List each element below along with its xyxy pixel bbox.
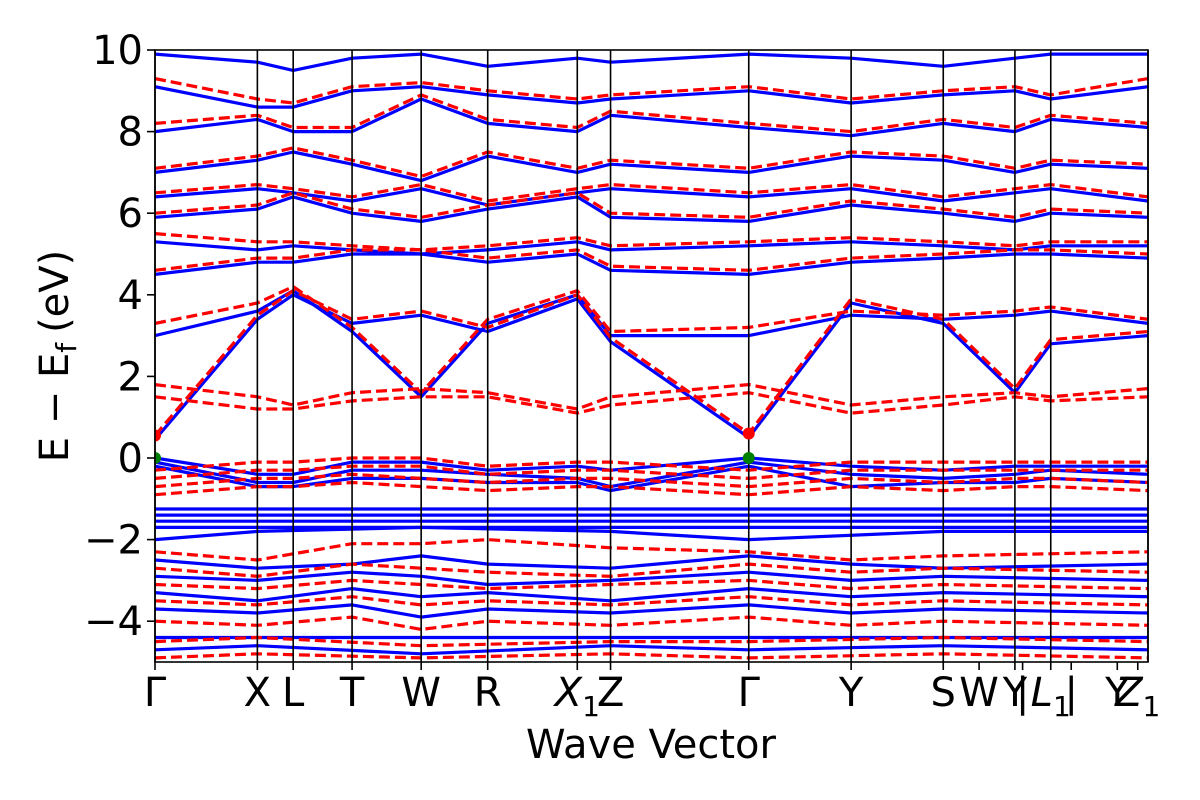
band-line-30 xyxy=(155,191,1148,219)
band-line-7 xyxy=(155,97,1148,138)
x-tick-label-12: Y xyxy=(1002,670,1028,716)
band-line-42 xyxy=(155,595,1148,607)
band-edge-marker-0 xyxy=(155,429,161,442)
x-tick-label-main-4: W xyxy=(401,670,441,716)
x-tick-label-main-3: T xyxy=(339,670,365,716)
band-line-35 xyxy=(155,456,1148,472)
band-line-33 xyxy=(155,93,1148,134)
x-tick-label-sub-14: 1 xyxy=(1053,690,1071,723)
band-line-21 xyxy=(155,603,1148,619)
x-tick-label-main-5: R xyxy=(474,670,502,716)
band-line-28 xyxy=(155,248,1148,272)
band-line-8 xyxy=(155,85,1148,109)
y-tick-label-1: −2 xyxy=(84,518,143,564)
y-axis-title: E − Ef (eV) xyxy=(32,250,83,463)
x-tick-label-main-1: X xyxy=(244,670,271,716)
band-gap-markers xyxy=(155,427,755,464)
band-line-1 xyxy=(155,289,1148,399)
band-line-26 xyxy=(155,391,1148,415)
x-tick-label-main-15: | xyxy=(1064,670,1077,716)
band-edge-marker-3 xyxy=(742,452,755,464)
band-line-10 xyxy=(155,456,1148,476)
x-tick-label-9: Y xyxy=(838,670,864,716)
x-tick-label-10: S xyxy=(931,670,956,716)
x-tick-label-main-6: X xyxy=(553,670,584,716)
x-tick-label-main-11: W xyxy=(959,670,999,716)
y-tick-label-6: 8 xyxy=(118,110,143,156)
x-tick-label-17: Z1 xyxy=(1114,670,1160,723)
band-line-6 xyxy=(155,150,1148,183)
band-line-20 xyxy=(155,586,1148,603)
y-tick-label-0: −4 xyxy=(84,599,143,645)
y-tick-label-7: 10 xyxy=(92,28,143,74)
x-axis-title: Wave Vector xyxy=(526,722,777,768)
band-line-31 xyxy=(155,183,1148,203)
x-tick-label-14: L1 xyxy=(1031,670,1071,723)
x-tick-label-sub-17: 1 xyxy=(1143,690,1161,723)
band-line-27 xyxy=(155,285,1148,395)
x-tick-label-16: Y xyxy=(1104,670,1130,716)
x-tick-label-main-9: Y xyxy=(838,670,864,716)
x-tick-label-main-2: L xyxy=(282,670,305,716)
band-line-0 xyxy=(155,293,1148,442)
x-tick-label-5: R xyxy=(474,670,502,716)
band-edge-marker-2 xyxy=(742,427,755,440)
y-axis-ticks: −4 −2 0 2 4 6 8 10 xyxy=(84,28,155,645)
x-tick-label-2: L xyxy=(282,670,305,716)
x-tick-label-3: T xyxy=(339,670,365,716)
band-line-19 xyxy=(155,570,1148,587)
band-line-2 xyxy=(155,252,1148,276)
band-line-39 xyxy=(155,537,1148,562)
x-tick-label-main-0: Γ xyxy=(144,670,167,716)
band-line-36 xyxy=(155,464,1148,480)
y-tick-label-4: 4 xyxy=(118,273,143,319)
band-line-29 xyxy=(155,232,1148,252)
band-line-43 xyxy=(155,615,1148,632)
band-line-32 xyxy=(155,146,1148,179)
band-line-37 xyxy=(155,472,1148,489)
band-line-38 xyxy=(155,480,1148,497)
x-tick-label-13: | xyxy=(1016,670,1029,716)
x-tick-label-8: Γ xyxy=(738,670,761,716)
x-tick-label-main-8: Γ xyxy=(738,670,761,716)
x-tick-label-main-13: | xyxy=(1016,670,1029,716)
band-line-34 xyxy=(155,77,1148,105)
band-line-18 xyxy=(155,554,1148,570)
y-tick-label-3: 2 xyxy=(118,354,143,400)
y-axis-title-subscript: f xyxy=(50,342,83,353)
x-tick-label-6: X1 xyxy=(553,670,600,723)
x-tick-label-main-10: S xyxy=(931,670,956,716)
x-tick-label-15: | xyxy=(1064,670,1077,716)
x-tick-label-main-12: Y xyxy=(1002,670,1028,716)
band-line-25 xyxy=(155,383,1148,411)
x-axis-ticks: Γ X L T W R X1Z Γ Y S W Y| L1| YZ1 xyxy=(144,662,1160,723)
plot-frame xyxy=(154,49,1149,663)
y-axis-title-unit: (eV) xyxy=(32,250,78,333)
x-tick-label-sub-6: 1 xyxy=(582,690,600,723)
band-lines xyxy=(155,52,1148,660)
x-tick-label-7: Z xyxy=(597,670,624,716)
band-line-9 xyxy=(155,52,1148,73)
band-edge-marker-1 xyxy=(155,452,161,464)
x-tick-label-4: W xyxy=(401,670,441,716)
x-tick-label-11: W xyxy=(959,670,999,716)
y-tick-label-5: 6 xyxy=(118,191,143,237)
x-tick-label-0: Γ xyxy=(144,670,167,716)
x-tick-label-main-7: Z xyxy=(597,670,624,716)
band-line-11 xyxy=(155,460,1148,489)
x-tick-label-1: X xyxy=(244,670,271,716)
x-tick-label-main-17: Z xyxy=(1114,670,1144,716)
band-line-41 xyxy=(155,578,1148,591)
band-line-4 xyxy=(155,195,1148,223)
band-line-24 xyxy=(155,289,1148,437)
y-tick-label-2: 0 xyxy=(118,436,143,482)
y-axis-title-main: E − E xyxy=(32,353,78,463)
x-tick-label-main-14: L xyxy=(1031,670,1053,716)
band-line-40 xyxy=(155,562,1148,578)
x-tick-label-main-16: Y xyxy=(1104,670,1130,716)
